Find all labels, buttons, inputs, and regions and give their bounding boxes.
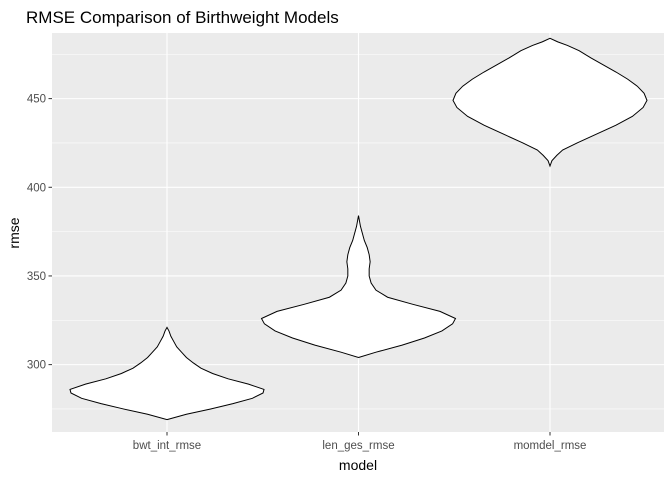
y-axis-title: rmse — [6, 217, 22, 248]
x-axis-title: model — [339, 457, 377, 473]
violin-bwt_int_rmse — [69, 326, 265, 421]
y-tick-label: 400 — [27, 182, 46, 194]
chart-title: RMSE Comparison of Birthweight Models — [26, 8, 339, 27]
y-tick-label: 450 — [27, 94, 46, 106]
x-axis: bwt_int_rmse len_ges_rmse momdel_rmse — [133, 432, 587, 452]
x-tick-label: bwt_int_rmse — [133, 440, 201, 452]
x-tick-label: len_ges_rmse — [322, 440, 394, 452]
violins — [69, 37, 648, 421]
violin-momdel_rmse — [452, 37, 648, 168]
violin-len_ges_rmse — [260, 215, 457, 359]
y-tick-label: 350 — [27, 271, 46, 283]
x-tick-label: momdel_rmse — [514, 440, 587, 452]
y-tick-label: 300 — [27, 360, 46, 372]
y-axis: 300 350 400 450 — [27, 94, 52, 372]
